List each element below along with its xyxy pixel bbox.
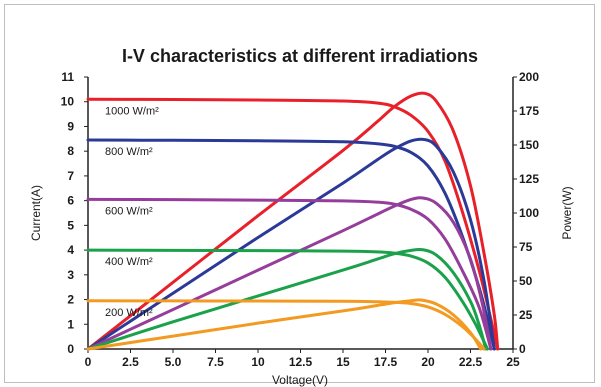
current-curve-5: [86, 299, 486, 351]
current-curve-1: [86, 97, 500, 351]
curves: [86, 91, 500, 351]
y-left-tick-label: 2: [67, 293, 74, 307]
x-tick-label: 5.0: [165, 355, 182, 369]
x-tick-label: 2.5: [122, 355, 139, 369]
y-right-tick-label: 175: [519, 104, 539, 118]
y-right-tick-label: 25: [519, 308, 533, 322]
y-left-tick-label: 3: [67, 268, 74, 282]
y-axis-right-label: Power(W): [560, 186, 574, 239]
curve-label-5: 200 W/m²: [105, 307, 153, 319]
chart-title: I-V characteristics at different irradia…: [122, 46, 478, 66]
y-right-tick-label: 50: [519, 274, 533, 288]
y-left-tick-label: 11: [61, 70, 74, 84]
x-tick-label: 0: [85, 355, 92, 369]
x-tick-label: 15: [336, 355, 350, 369]
curve-label-3: 600 W/m²: [105, 205, 153, 217]
y-right-tick-label: 150: [519, 138, 539, 152]
x-tick-label: 25: [506, 355, 520, 369]
curve-label-1: 1000 W/m²: [105, 105, 159, 117]
curve-label-4: 400 W/m²: [105, 256, 153, 268]
y-right-tick-label: 125: [519, 172, 539, 186]
power-curve-3: [86, 196, 493, 351]
y-left-tick-label: 4: [67, 243, 74, 257]
y-left-tick-label: 6: [67, 194, 74, 208]
y-right-tick-label: 200: [519, 70, 539, 84]
y-right-tick-label: 100: [519, 206, 539, 220]
tick-labels: 0 2.5 5.0 7.5 10 12.5 15 17.5 20 22.5 250123456789…: [61, 70, 540, 369]
x-tick-label: 12.5: [289, 355, 313, 369]
y-left-tick-label: 10: [61, 95, 75, 109]
x-tick-label: 7.5: [207, 355, 224, 369]
power-curve-2: [86, 137, 496, 351]
y-left-tick-label: 5: [67, 218, 74, 232]
y-left-tick-label: 1: [67, 317, 74, 331]
x-axis-label: Voltage(V): [272, 373, 328, 387]
current-curve-4: [86, 248, 489, 351]
current-curve-3: [86, 197, 493, 351]
y-axis-left-label: Current(A): [29, 185, 43, 241]
curve-label-2: 800 W/m²: [105, 146, 153, 158]
axes: [84, 76, 517, 353]
x-tick-label: 17.5: [374, 355, 398, 369]
curve-labels: 1000 W/m² 800 W/m² 600 W/m² 400 W/m² 200 W/m…: [105, 105, 159, 319]
y-right-tick-label: 75: [519, 240, 533, 254]
x-tick-label: 22.5: [459, 355, 483, 369]
y-left-tick-label: 7: [67, 169, 74, 183]
y-left-tick-label: 9: [67, 119, 74, 133]
power-curve-1: [86, 91, 500, 351]
x-tick-label: 10: [251, 355, 265, 369]
y-left-tick-label: 8: [67, 144, 74, 158]
x-tick-label: 20: [421, 355, 435, 369]
y-right-tick-label: 0: [519, 342, 526, 356]
y-left-tick-label: 0: [67, 342, 74, 356]
chart-frame: [4, 4, 595, 383]
